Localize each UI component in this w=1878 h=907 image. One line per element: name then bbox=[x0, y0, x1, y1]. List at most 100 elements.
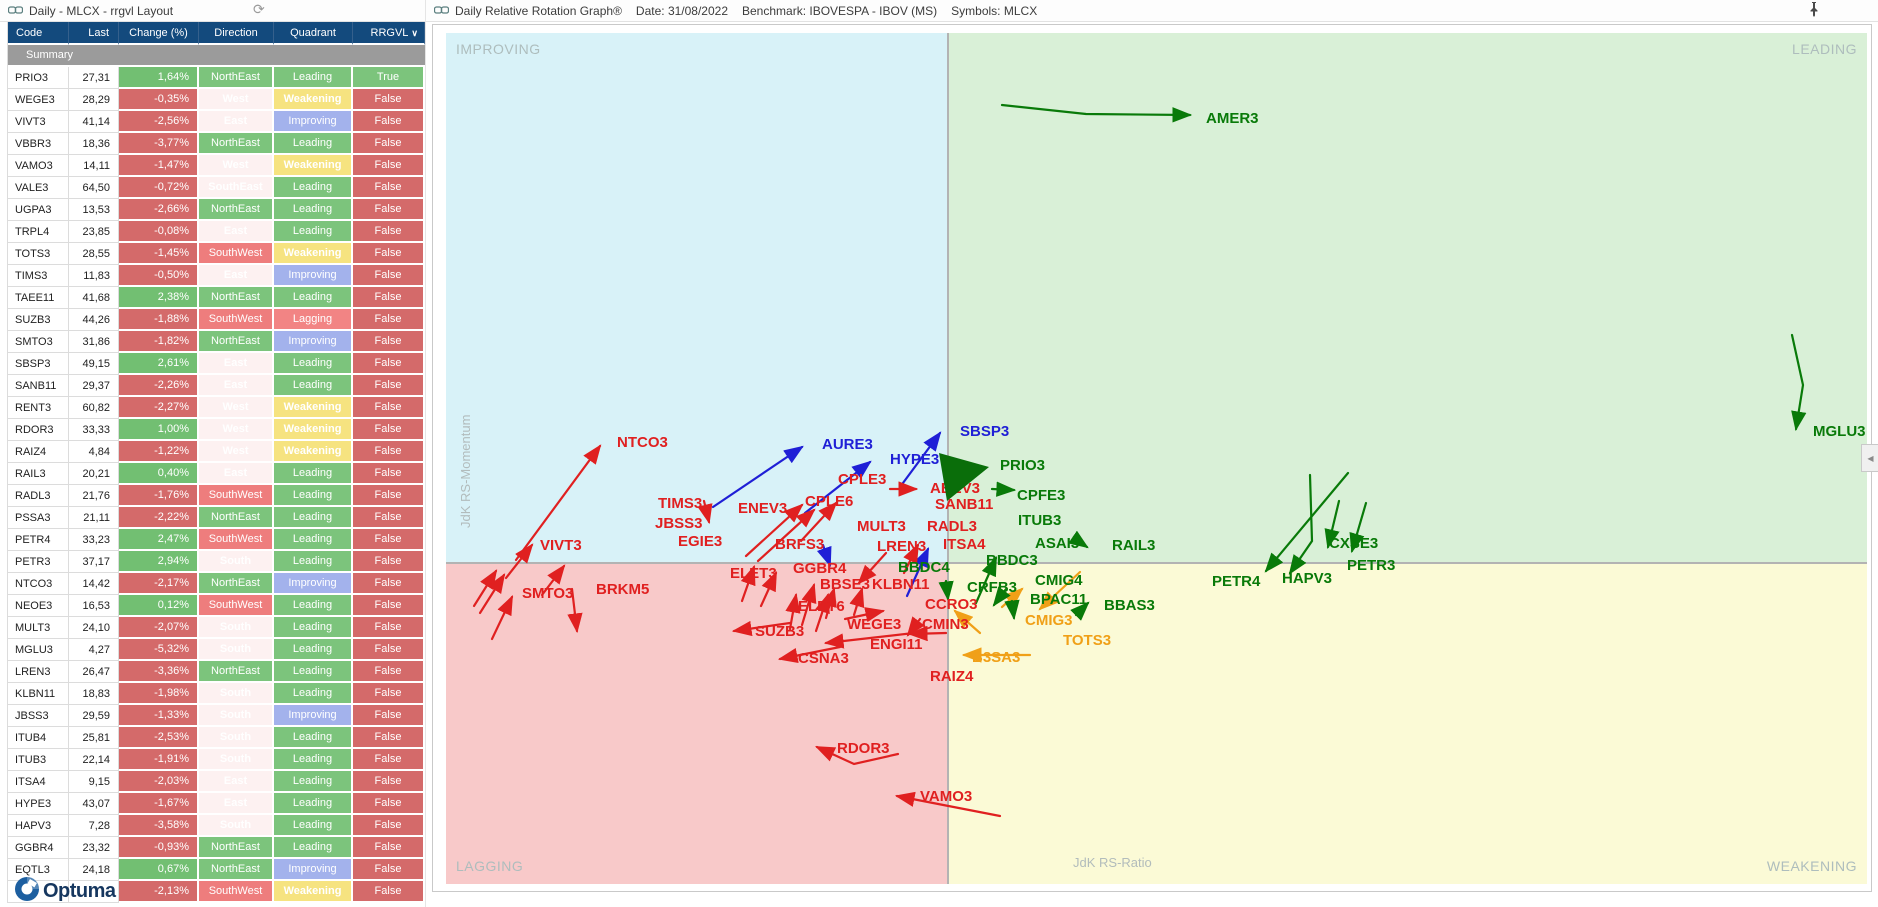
cell-rrgvl[interactable]: False bbox=[353, 155, 425, 177]
cell-quadrant[interactable]: Improving bbox=[274, 265, 353, 287]
cell-code[interactable]: RDOR3 bbox=[8, 419, 69, 441]
table-row[interactable]: JBSS3 29,59 -1,33% South Improving False bbox=[8, 705, 425, 727]
chart-symbol-bbdc4[interactable]: BBDC4 bbox=[898, 559, 950, 576]
chart-symbol-bpac11[interactable]: BPAC11 bbox=[1030, 591, 1087, 608]
chart-symbol-ccro3[interactable]: CCRO3 bbox=[925, 596, 978, 613]
cell-code[interactable]: NEOE3 bbox=[8, 595, 69, 617]
cell-rrgvl[interactable]: False bbox=[353, 551, 425, 573]
cell-quadrant[interactable]: Leading bbox=[274, 375, 353, 397]
table-row[interactable]: RDOR3 33,33 1,00% West Weakening False bbox=[8, 419, 425, 441]
chart-symbol-lren3[interactable]: LREN3 bbox=[877, 538, 926, 555]
cell-quadrant[interactable]: Leading bbox=[274, 793, 353, 815]
cell-rrgvl[interactable]: False bbox=[353, 419, 425, 441]
cell-change[interactable]: 2,94% bbox=[119, 551, 199, 573]
table-row[interactable]: SUZB3 44,26 -1,88% SouthWest Lagging False bbox=[8, 309, 425, 331]
cell-rrgvl[interactable]: False bbox=[353, 133, 425, 155]
cell-quadrant[interactable]: Leading bbox=[274, 595, 353, 617]
cell-quadrant[interactable]: Leading bbox=[274, 683, 353, 705]
cell-last[interactable]: 23,85 bbox=[69, 221, 119, 243]
cell-rrgvl[interactable]: False bbox=[353, 111, 425, 133]
chart-symbol-ntco3[interactable]: NTCO3 bbox=[617, 434, 668, 451]
chart-symbol-prio3[interactable]: PRIO3 bbox=[1000, 457, 1045, 474]
cell-direction[interactable]: South bbox=[199, 749, 274, 771]
cell-last[interactable]: 9,15 bbox=[69, 771, 119, 793]
cell-rrgvl[interactable]: False bbox=[353, 573, 425, 595]
cell-quadrant[interactable]: Leading bbox=[274, 529, 353, 551]
chart-symbol-ggbr4[interactable]: GGBR4 bbox=[793, 560, 847, 577]
cell-code[interactable]: VAMO3 bbox=[8, 155, 69, 177]
cell-direction[interactable]: NorthEast bbox=[199, 133, 274, 155]
chart-symbol-hapv3[interactable]: HAPV3 bbox=[1282, 570, 1332, 587]
cell-change[interactable]: -1,45% bbox=[119, 243, 199, 265]
chart-symbol-rdor3[interactable]: RDOR3 bbox=[837, 740, 890, 757]
cell-code[interactable]: MGLU3 bbox=[8, 639, 69, 661]
cell-change[interactable]: -2,26% bbox=[119, 375, 199, 397]
cell-rrgvl[interactable]: False bbox=[353, 837, 425, 859]
cell-code[interactable]: EQTL3 bbox=[8, 859, 69, 881]
cell-rrgvl[interactable]: False bbox=[353, 705, 425, 727]
cell-change[interactable]: -3,58% bbox=[119, 815, 199, 837]
table-row[interactable]: VALE3 64,50 -0,72% SouthEast Leading False bbox=[8, 177, 425, 199]
table-row[interactable]: RAIL3 20,21 0,40% East Leading False bbox=[8, 463, 425, 485]
table-row[interactable]: MULT3 24,10 -2,07% South Leading False bbox=[8, 617, 425, 639]
cell-quadrant[interactable]: Leading bbox=[274, 551, 353, 573]
table-row[interactable]: SBSP3 49,15 2,61% East Leading False bbox=[8, 353, 425, 375]
table-row[interactable]: KLBN11 18,83 -1,98% South Leading False bbox=[8, 683, 425, 705]
cell-code[interactable]: TRPL4 bbox=[8, 221, 69, 243]
cell-rrgvl[interactable]: False bbox=[353, 859, 425, 881]
cell-rrgvl[interactable]: False bbox=[353, 199, 425, 221]
cell-last[interactable]: 60,82 bbox=[69, 397, 119, 419]
table-row[interactable]: LREN3 26,47 -3,36% NorthEast Leading False bbox=[8, 661, 425, 683]
cell-change[interactable]: 2,47% bbox=[119, 529, 199, 551]
chart-symbol-b3sa3[interactable]: B3SA3 bbox=[972, 649, 1020, 666]
chart-symbol-vivt3[interactable]: VIVT3 bbox=[540, 537, 582, 554]
cell-last[interactable]: 33,23 bbox=[69, 529, 119, 551]
cell-quadrant[interactable]: Weakening bbox=[274, 155, 353, 177]
cell-last[interactable]: 20,21 bbox=[69, 463, 119, 485]
chart-symbol-amer3[interactable]: AMER3 bbox=[1206, 110, 1259, 127]
column-header-last[interactable]: Last bbox=[69, 22, 119, 45]
refresh-icon[interactable]: ⟳ bbox=[253, 1, 265, 17]
cell-last[interactable]: 18,36 bbox=[69, 133, 119, 155]
cell-last[interactable]: 31,86 bbox=[69, 331, 119, 353]
chart-symbol-vamo3[interactable]: VAMO3 bbox=[920, 788, 972, 805]
cell-change[interactable]: -2,17% bbox=[119, 573, 199, 595]
cell-change[interactable]: -2,07% bbox=[119, 617, 199, 639]
cell-quadrant[interactable]: Weakening bbox=[274, 881, 353, 903]
chart-symbol-cple6[interactable]: CPLE6 bbox=[805, 493, 853, 510]
cell-last[interactable]: 28,29 bbox=[69, 89, 119, 111]
cell-quadrant[interactable]: Leading bbox=[274, 221, 353, 243]
cell-change[interactable]: -2,53% bbox=[119, 727, 199, 749]
cell-rrgvl[interactable]: False bbox=[353, 177, 425, 199]
cell-quadrant[interactable]: Lagging bbox=[274, 309, 353, 331]
cell-change[interactable]: 0,40% bbox=[119, 463, 199, 485]
chart-symbol-sanb11[interactable]: SANB11 bbox=[935, 496, 993, 513]
cell-code[interactable]: SUZB3 bbox=[8, 309, 69, 331]
cell-change[interactable]: -0,50% bbox=[119, 265, 199, 287]
cell-last[interactable]: 37,17 bbox=[69, 551, 119, 573]
cell-code[interactable]: NTCO3 bbox=[8, 573, 69, 595]
cell-direction[interactable]: South bbox=[199, 617, 274, 639]
cell-change[interactable]: -0,35% bbox=[119, 89, 199, 111]
column-header-quadrant[interactable]: Quadrant bbox=[274, 22, 353, 45]
cell-last[interactable]: 16,53 bbox=[69, 595, 119, 617]
cell-last[interactable]: 41,14 bbox=[69, 111, 119, 133]
cell-code[interactable]: TOTS3 bbox=[8, 243, 69, 265]
cell-code[interactable]: RADL3 bbox=[8, 485, 69, 507]
cell-code[interactable]: ITSA4 bbox=[8, 771, 69, 793]
cell-rrgvl[interactable]: False bbox=[353, 793, 425, 815]
cell-code[interactable]: HAPV3 bbox=[8, 815, 69, 837]
chart-symbol-enev3[interactable]: ENEV3 bbox=[738, 500, 787, 517]
cell-direction[interactable]: NorthEast bbox=[199, 837, 274, 859]
cell-rrgvl[interactable]: False bbox=[353, 397, 425, 419]
cell-code[interactable]: HYPE3 bbox=[8, 793, 69, 815]
cell-quadrant[interactable]: Leading bbox=[274, 639, 353, 661]
chart-symbol-jbss3[interactable]: JBSS3 bbox=[655, 515, 703, 532]
cell-direction[interactable]: NorthEast bbox=[199, 859, 274, 881]
cell-change[interactable]: 1,00% bbox=[119, 419, 199, 441]
cell-last[interactable]: 13,53 bbox=[69, 199, 119, 221]
cell-direction[interactable]: NorthEast bbox=[199, 661, 274, 683]
table-row[interactable]: TRPL4 23,85 -0,08% East Leading False bbox=[8, 221, 425, 243]
cell-quadrant[interactable]: Leading bbox=[274, 837, 353, 859]
cell-code[interactable]: VALE3 bbox=[8, 177, 69, 199]
